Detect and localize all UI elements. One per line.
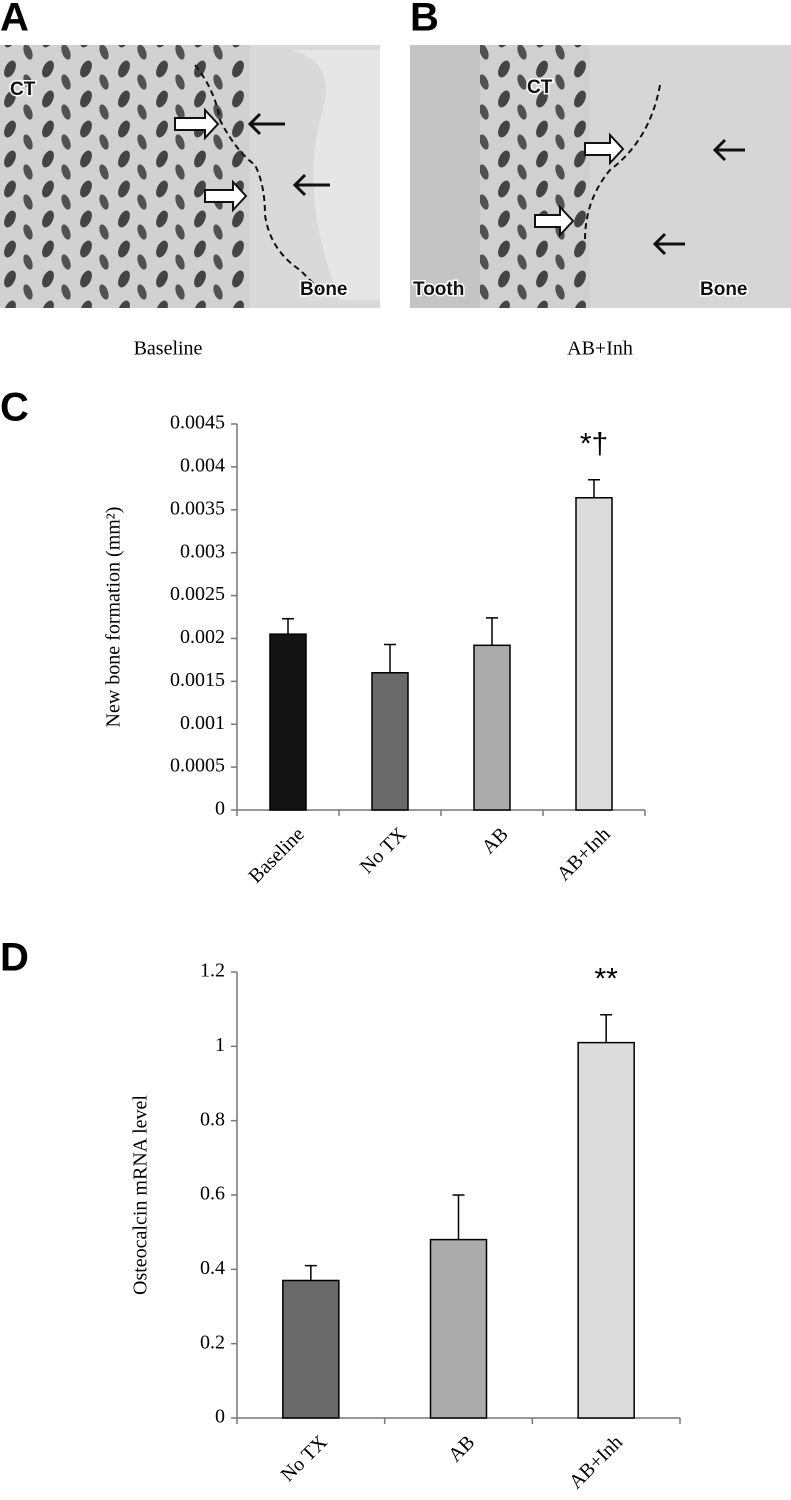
panel-letter: B: [410, 0, 439, 40]
y-axis-label: Osteocalcin mRNA level: [130, 1095, 152, 1295]
panel-letter: A: [0, 0, 29, 40]
y-tick-label: 0.004: [180, 454, 225, 476]
annotation: **: [594, 963, 618, 996]
image-label: CT: [527, 77, 553, 98]
image-label: Tooth: [413, 279, 464, 300]
x-tick-label: AB: [444, 1431, 479, 1466]
panel-letter: D: [0, 936, 29, 980]
image-label: Bone: [700, 279, 748, 300]
y-tick-label: 0.0015: [170, 669, 225, 691]
bar: [282, 1279, 340, 1419]
micrograph-b: B CT Tooth Bone AB+Inh: [410, 0, 791, 360]
error-bar: [600, 1013, 613, 1043]
panel-letter: C: [0, 386, 29, 430]
annotation: *†: [580, 428, 608, 461]
y-tick-label: 0.6: [200, 1183, 225, 1205]
panel-caption: AB+Inh: [567, 338, 633, 360]
error-bar: [588, 479, 600, 498]
panel-caption: Baseline: [134, 338, 203, 360]
error-bar: [452, 1194, 465, 1240]
image-label: CT: [10, 79, 36, 100]
x-tick-label: No TX: [277, 1431, 332, 1486]
y-tick-label: 1.2: [200, 960, 225, 982]
x-tick-label: AB+Inh: [565, 1431, 627, 1493]
x-tick-label: AB: [478, 823, 513, 858]
y-tick-label: 0.0005: [170, 755, 225, 777]
y-tick-label: 0.0025: [170, 583, 225, 605]
bar: [577, 1041, 635, 1419]
y-tick-label: 0.003: [180, 540, 225, 562]
error-bar: [384, 643, 396, 673]
y-tick-label: 0.4: [200, 1257, 225, 1279]
bar: [429, 1238, 488, 1419]
bar: [575, 497, 613, 811]
x-tick-label: AB+Inh: [553, 823, 615, 885]
y-tick-label: 0: [215, 798, 225, 820]
y-tick-label: 0.0045: [170, 412, 225, 434]
y-axis-label: New bone formation (mm²): [103, 507, 125, 728]
y-tick-label: 0.2: [200, 1331, 225, 1353]
x-tick-label: Baseline: [245, 823, 309, 887]
error-bar: [282, 617, 294, 635]
bar: [269, 633, 307, 811]
y-tick-label: 0.002: [180, 626, 225, 648]
y-tick-label: 1: [215, 1034, 225, 1056]
error-bar: [304, 1264, 317, 1281]
y-tick-label: 0.001: [180, 712, 225, 734]
y-tick-label: 0: [215, 1406, 225, 1428]
image-label: Bone: [300, 279, 348, 300]
y-tick-label: 0.0035: [170, 497, 225, 519]
bar: [371, 672, 409, 811]
x-tick-label: No TX: [356, 823, 411, 878]
error-bar: [486, 617, 498, 646]
y-tick-label: 0.8: [200, 1108, 225, 1130]
micrograph-a: A CT Bone Baseline: [0, 0, 380, 360]
bar: [473, 644, 511, 811]
